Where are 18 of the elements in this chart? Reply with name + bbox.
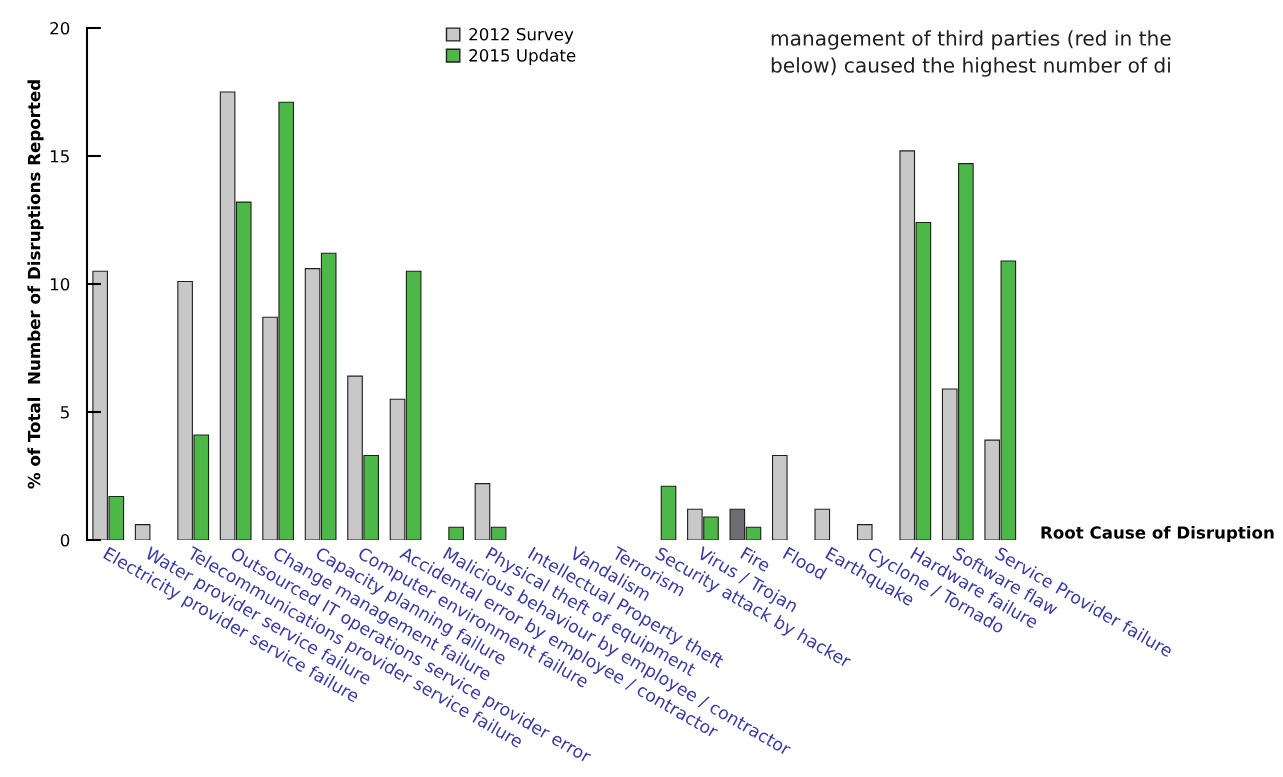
x-axis-title: Root Cause of Disruption bbox=[1041, 525, 1274, 543]
bar bbox=[814, 508, 831, 540]
y-tick-label: 10 bbox=[50, 277, 70, 291]
annotation: below) caused the highest number of di bbox=[771, 57, 1170, 77]
bar bbox=[856, 524, 873, 540]
y-tick-label: 0 bbox=[60, 533, 70, 547]
y-tick-label: 15 bbox=[50, 150, 69, 163]
y-tick-label: 20 bbox=[50, 21, 70, 35]
bar bbox=[771, 454, 788, 540]
bar bbox=[448, 526, 464, 540]
x-tick-label: Fire bbox=[740, 546, 772, 573]
annotation: management of third parties (red in the bbox=[771, 30, 1171, 50]
y-axis-title: % of Total Number of Disruptions Reported bbox=[27, 80, 44, 489]
bar bbox=[660, 485, 677, 540]
bar bbox=[134, 524, 151, 540]
y-tick-label: 5 bbox=[61, 406, 69, 419]
legend-label: 2015 Update bbox=[469, 48, 576, 65]
legend-label: 2012 Survey bbox=[469, 27, 574, 44]
